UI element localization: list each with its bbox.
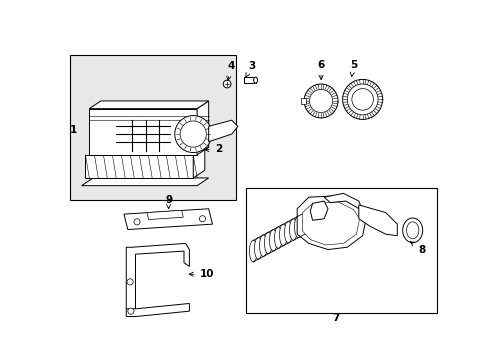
Ellipse shape [253, 77, 257, 83]
Text: 9: 9 [165, 194, 172, 208]
Ellipse shape [254, 238, 262, 259]
Bar [245, 188, 436, 313]
Circle shape [346, 84, 377, 115]
Ellipse shape [274, 227, 282, 248]
Circle shape [199, 216, 205, 222]
Polygon shape [297, 195, 366, 249]
Bar [301, 98, 305, 104]
Polygon shape [310, 201, 327, 220]
Ellipse shape [284, 221, 292, 243]
Text: 1: 1 [70, 125, 78, 135]
Circle shape [223, 80, 230, 88]
Text: 5: 5 [349, 60, 356, 76]
Text: 4: 4 [226, 61, 234, 80]
Bar [70, 55, 235, 199]
Polygon shape [193, 147, 204, 178]
Circle shape [304, 84, 337, 118]
Ellipse shape [289, 219, 297, 240]
Polygon shape [89, 109, 197, 155]
Polygon shape [302, 202, 359, 245]
Polygon shape [208, 120, 238, 142]
Ellipse shape [304, 211, 311, 232]
Circle shape [309, 89, 332, 112]
Ellipse shape [259, 235, 266, 256]
Polygon shape [197, 101, 208, 155]
Ellipse shape [299, 213, 306, 235]
Circle shape [180, 121, 206, 147]
Circle shape [127, 308, 134, 314]
Text: 7: 7 [331, 313, 339, 323]
Polygon shape [81, 178, 208, 186]
Ellipse shape [249, 240, 257, 262]
Circle shape [351, 89, 373, 110]
Text: 2: 2 [204, 144, 222, 154]
Text: 6: 6 [317, 60, 324, 80]
Ellipse shape [269, 230, 277, 251]
Circle shape [174, 116, 211, 153]
Circle shape [342, 80, 382, 120]
Polygon shape [324, 193, 362, 211]
Polygon shape [126, 303, 189, 316]
Polygon shape [123, 209, 212, 230]
Polygon shape [85, 155, 193, 178]
Circle shape [127, 279, 133, 285]
Text: 3: 3 [245, 61, 255, 77]
Text: 10: 10 [189, 269, 213, 279]
Polygon shape [147, 210, 183, 220]
Polygon shape [358, 205, 396, 236]
Ellipse shape [402, 218, 422, 243]
Text: 8: 8 [409, 242, 425, 255]
Ellipse shape [294, 216, 302, 238]
Ellipse shape [279, 224, 286, 246]
Ellipse shape [406, 222, 418, 239]
Polygon shape [126, 243, 189, 314]
Polygon shape [244, 77, 255, 83]
Circle shape [134, 219, 140, 225]
Ellipse shape [264, 232, 272, 254]
Polygon shape [89, 101, 208, 109]
